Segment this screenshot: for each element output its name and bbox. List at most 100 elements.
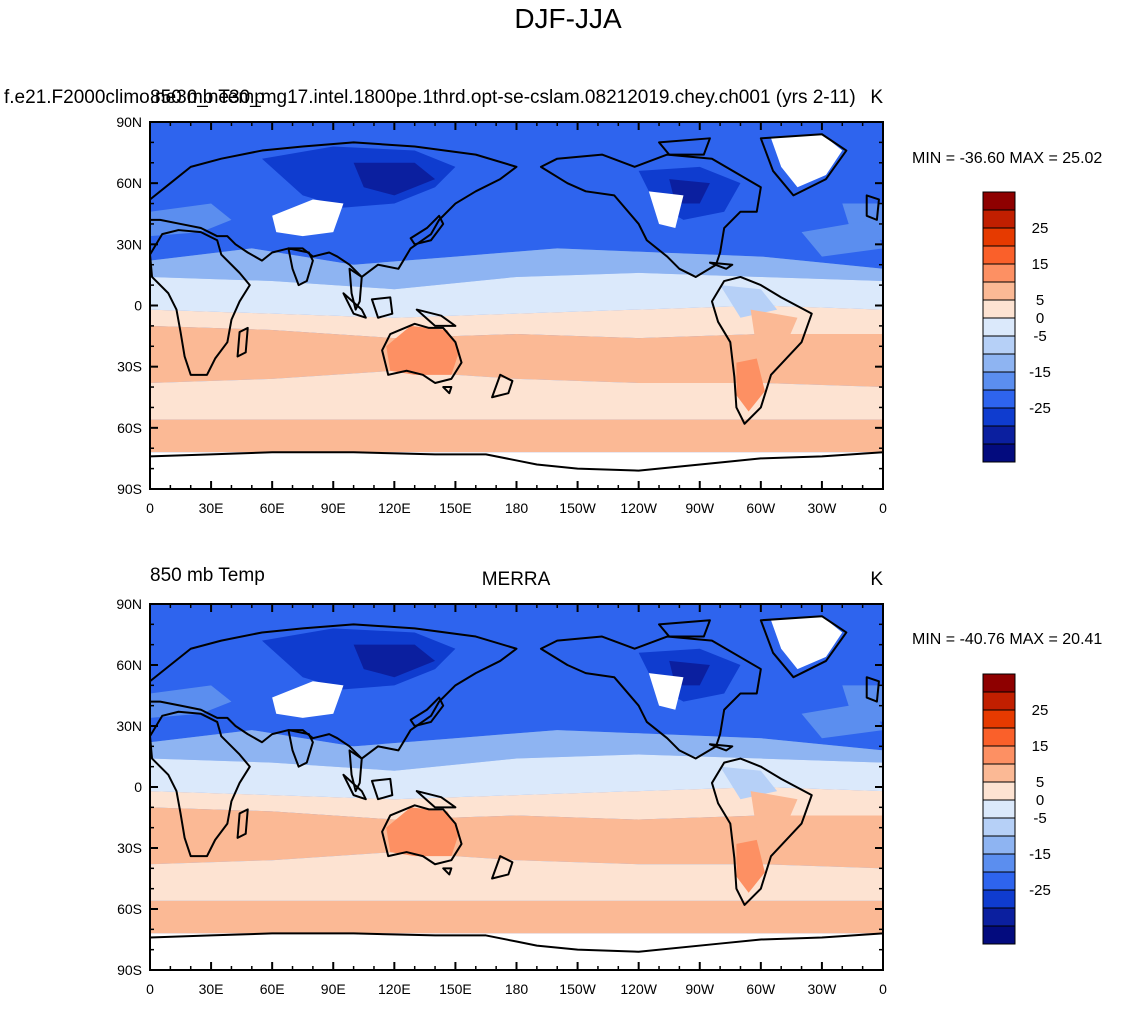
colorbar-label: 15 — [1032, 738, 1049, 755]
coastline-madagascar — [238, 809, 248, 837]
colorbar-swatch — [982, 925, 1016, 945]
lon-tick-label: 120E — [378, 981, 411, 997]
coastline-sumatra — [343, 775, 365, 799]
colorbar-label: -15 — [1029, 846, 1051, 863]
panel-right-title: K — [870, 569, 883, 590]
missing-data-region — [648, 673, 684, 710]
contour-band — [736, 839, 765, 893]
contour-band — [150, 754, 883, 800]
contour-band — [386, 807, 460, 857]
missing-data-region — [272, 681, 344, 718]
contour-band — [150, 419, 883, 453]
colorbar-label: 5 — [1036, 774, 1044, 791]
lon-tick-label: 60W — [746, 500, 776, 516]
coastline-arctic-isl — [659, 138, 710, 154]
colorbar-swatch — [982, 799, 1016, 819]
coastline-eurasia — [150, 142, 517, 277]
contour-band — [150, 807, 883, 869]
missing-data-region — [771, 616, 843, 670]
contour-band — [150, 852, 883, 901]
colorbar-swatch — [982, 745, 1016, 765]
coastline-newguinea — [417, 791, 456, 807]
contour-band — [386, 325, 460, 375]
colorbar-label: -25 — [1029, 882, 1051, 899]
panel-center-title: MERRA — [482, 569, 551, 590]
colorbar-swatch — [982, 371, 1016, 391]
lon-tick-label: 150W — [559, 500, 596, 516]
lat-tick-label: 0 — [134, 298, 142, 314]
contour-band — [801, 701, 883, 739]
colorbar-swatch — [982, 817, 1016, 837]
coastline-greenland — [761, 616, 847, 677]
coastline-nz — [492, 375, 512, 397]
lon-tick-label: 90W — [685, 981, 715, 997]
contour-band — [261, 146, 456, 208]
colorbar-swatch — [982, 191, 1016, 211]
coastline-madagascar — [238, 328, 248, 357]
lon-tick-label: 60W — [746, 981, 776, 997]
panel-left-title: f.e21.F2000climo.ne30_ne30_mg17.intel.18… — [4, 87, 856, 108]
lat-tick-label: 90N — [116, 114, 142, 130]
contour-band — [150, 122, 883, 269]
colorbar-label: -5 — [1033, 328, 1046, 345]
contour-band — [720, 766, 778, 800]
contour-band — [150, 604, 883, 751]
colorbar-swatch — [982, 335, 1016, 355]
coastline-india — [288, 730, 312, 767]
coastline-namerica — [541, 155, 761, 277]
coastline-uk — [867, 195, 879, 219]
contour-band — [750, 309, 798, 351]
lon-tick-label: 90E — [321, 981, 346, 997]
colorbar-swatch — [982, 871, 1016, 891]
contour-band — [150, 203, 232, 237]
lat-tick-label: 30S — [117, 840, 142, 856]
lat-tick-label: 90S — [117, 962, 142, 978]
contour-band — [150, 305, 883, 339]
lon-tick-label: 0 — [879, 981, 887, 997]
contour-band — [750, 791, 798, 832]
lon-tick-label: 150W — [559, 981, 596, 997]
contour-band — [720, 285, 778, 318]
panel-obs: 850 mb Temp MERRA K 90N60N30N030S60S90S0… — [116, 565, 1102, 997]
colorbar-label: 0 — [1036, 792, 1044, 809]
coastline-newguinea — [417, 310, 456, 326]
lat-tick-label: 60N — [116, 175, 142, 191]
coastline-sumatra — [343, 293, 365, 317]
contour-band — [353, 162, 436, 196]
colorbar-swatch — [982, 389, 1016, 409]
figure-title: DJF-JJA — [514, 3, 622, 34]
colorbar-label: 15 — [1032, 256, 1049, 273]
colorbar-swatch — [982, 781, 1016, 801]
coastlines — [150, 134, 883, 489]
coastline-australia — [382, 805, 461, 864]
coastline-india — [288, 248, 312, 285]
lon-tick-label: 30W — [808, 981, 838, 997]
coastline-greenland — [761, 134, 847, 195]
coastline-arctic-isl — [659, 620, 710, 636]
coastline-tasmania — [443, 868, 451, 874]
lon-tick-label: 180 — [505, 500, 529, 516]
lat-tick-label: 60N — [116, 657, 142, 673]
coastline-borneo — [372, 297, 392, 317]
contour-band — [150, 730, 883, 771]
colorbar-swatch — [982, 245, 1016, 265]
colorbar-swatch — [982, 763, 1016, 783]
coastline-carib — [710, 744, 732, 750]
lon-tick-label: 0 — [146, 981, 154, 997]
colorbar-label: -25 — [1029, 400, 1051, 417]
colorbar-swatch — [982, 425, 1016, 445]
colorbar: 25 15 50-5 -15 -25 — [982, 673, 1051, 945]
contour-band — [150, 272, 883, 318]
coastline-samerica — [712, 277, 812, 424]
lat-tick-label: 0 — [134, 779, 142, 795]
contour-band — [150, 787, 883, 820]
colorbar-swatch — [982, 299, 1016, 319]
coastlines — [150, 616, 883, 970]
colorbar-swatch — [982, 317, 1016, 337]
colorbar-label: 0 — [1036, 310, 1044, 327]
colorbar-label: -5 — [1033, 810, 1046, 827]
lon-tick-label: 150E — [439, 500, 472, 516]
contour-band — [150, 325, 883, 388]
colorbar-swatch — [982, 835, 1016, 855]
